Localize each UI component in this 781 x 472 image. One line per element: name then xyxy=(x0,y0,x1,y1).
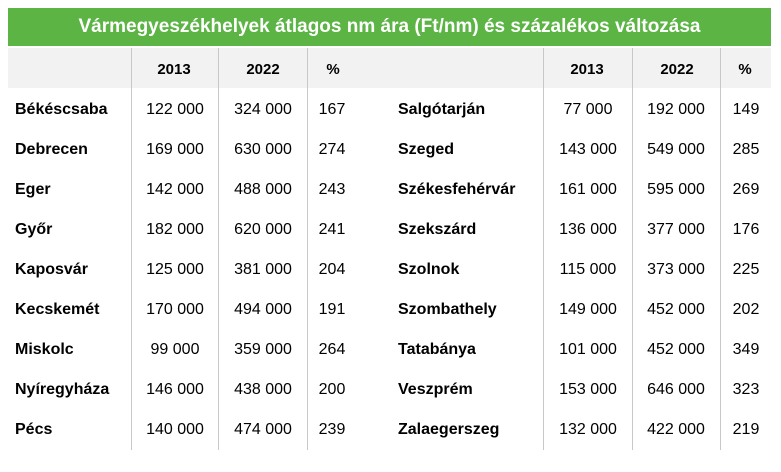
column-header: 2022 xyxy=(660,61,694,78)
value-2013: 140 000 xyxy=(146,421,204,438)
value-2013: 136 000 xyxy=(559,221,617,238)
value-2013: 77 000 xyxy=(563,101,613,118)
value-2022: 422 000 xyxy=(647,421,705,438)
value-2013: 142 000 xyxy=(146,181,204,198)
city-name: Tatabánya xyxy=(398,341,476,358)
value-2022: 595 000 xyxy=(647,181,705,198)
city-name: Salgótarján xyxy=(398,101,486,118)
percent-change: 149 xyxy=(732,101,760,118)
percent-change: 239 xyxy=(318,421,346,438)
value-2013: 182 000 xyxy=(146,221,204,238)
city-name: Pécs xyxy=(15,421,53,438)
value-2013: 99 000 xyxy=(150,341,200,358)
column-header: 2013 xyxy=(157,61,191,78)
column-divider xyxy=(632,48,633,450)
value-2013: 143 000 xyxy=(559,141,617,158)
city-name: Miskolc xyxy=(15,341,74,358)
percent-change: 285 xyxy=(732,141,760,158)
column-header: 2013 xyxy=(570,61,604,78)
value-2013: 132 000 xyxy=(559,421,617,438)
city-name: Zalaegerszeg xyxy=(398,421,500,438)
column-divider xyxy=(720,48,721,450)
column-divider xyxy=(307,48,308,450)
value-2022: 373 000 xyxy=(647,261,705,278)
percent-change: 349 xyxy=(732,341,760,358)
header-row xyxy=(8,48,771,88)
column-divider xyxy=(131,48,132,450)
value-2022: 620 000 xyxy=(234,221,292,238)
value-2022: 474 000 xyxy=(234,421,292,438)
value-2013: 115 000 xyxy=(559,261,617,278)
city-name: Kecskemét xyxy=(15,301,100,318)
percent-change: 269 xyxy=(732,181,760,198)
value-2022: 438 000 xyxy=(234,381,292,398)
percent-change: 274 xyxy=(318,141,346,158)
percent-change: 204 xyxy=(318,261,346,278)
value-2022: 359 000 xyxy=(234,341,292,358)
city-name: Békéscsaba xyxy=(15,101,108,118)
value-2022: 192 000 xyxy=(647,101,705,118)
value-2013: 153 000 xyxy=(559,381,617,398)
city-name: Szombathely xyxy=(398,301,497,318)
value-2022: 452 000 xyxy=(647,341,705,358)
column-header: % xyxy=(738,61,752,78)
city-name: Szeged xyxy=(398,141,455,158)
city-name: Veszprém xyxy=(398,381,473,398)
city-name: Győr xyxy=(15,221,53,238)
value-2022: 324 000 xyxy=(234,101,292,118)
percent-change: 191 xyxy=(318,301,346,318)
value-2022: 452 000 xyxy=(647,301,705,318)
column-divider xyxy=(218,48,219,450)
percent-change: 243 xyxy=(318,181,346,198)
value-2013: 125 000 xyxy=(146,261,204,278)
city-name: Debrecen xyxy=(15,141,88,158)
value-2022: 549 000 xyxy=(647,141,705,158)
value-2013: 170 000 xyxy=(146,301,204,318)
value-2013: 149 000 xyxy=(559,301,617,318)
column-divider xyxy=(543,48,544,450)
percent-change: 225 xyxy=(732,261,760,278)
column-header: 2022 xyxy=(246,61,280,78)
value-2022: 630 000 xyxy=(234,141,292,158)
value-2013: 122 000 xyxy=(146,101,204,118)
value-2013: 161 000 xyxy=(559,181,617,198)
percent-change: 202 xyxy=(732,301,760,318)
value-2022: 494 000 xyxy=(234,301,292,318)
value-2013: 169 000 xyxy=(146,141,204,158)
value-2022: 488 000 xyxy=(234,181,292,198)
percent-change: 264 xyxy=(318,341,346,358)
percent-change: 219 xyxy=(732,421,760,438)
percent-change: 167 xyxy=(318,101,346,118)
value-2013: 146 000 xyxy=(146,381,204,398)
percent-change: 176 xyxy=(732,221,760,238)
city-name: Eger xyxy=(15,181,51,198)
city-name: Szolnok xyxy=(398,261,460,278)
percent-change: 323 xyxy=(732,381,760,398)
city-name: Szekszárd xyxy=(398,221,477,238)
value-2013: 101 000 xyxy=(559,341,617,358)
city-name: Kaposvár xyxy=(15,261,88,278)
value-2022: 381 000 xyxy=(234,261,292,278)
city-name: Nyíregyháza xyxy=(15,381,110,398)
percent-change: 241 xyxy=(318,221,346,238)
value-2022: 377 000 xyxy=(647,221,705,238)
table-title: Vármegyeszékhelyek átlagos nm ára (Ft/nm… xyxy=(8,8,771,46)
percent-change: 200 xyxy=(318,381,346,398)
value-2022: 646 000 xyxy=(647,381,705,398)
city-name: Székesfehérvár xyxy=(398,181,516,198)
column-header: % xyxy=(326,61,340,78)
